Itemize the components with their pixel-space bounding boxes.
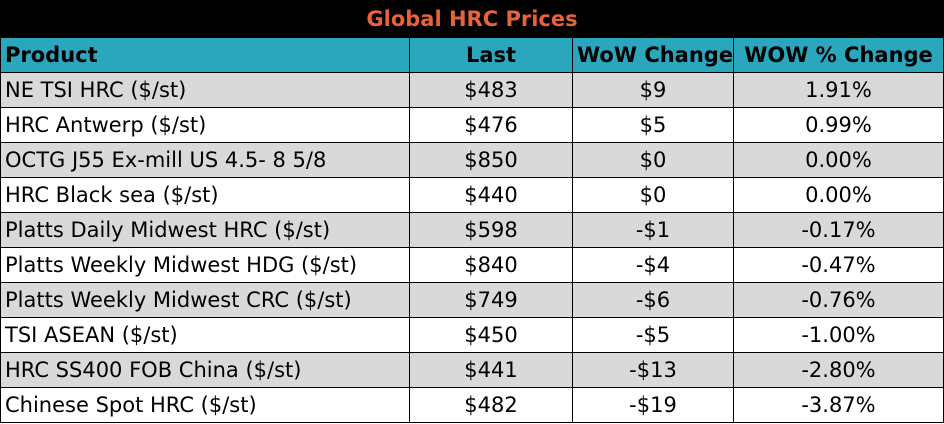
last-cell: $482: [409, 387, 573, 423]
wow-pct-change-cell: -3.87%: [733, 387, 944, 423]
wow-change-cell: -$4: [572, 247, 734, 283]
column-header-wow-pct-change: WOW % Change: [733, 37, 944, 73]
table-row: NE TSI HRC ($/st) $483 $9 1.91%: [0, 72, 944, 108]
table-title: Global HRC Prices: [0, 0, 944, 38]
wow-change-cell: -$19: [572, 387, 734, 423]
table-row: Platts Daily Midwest HRC ($/st) $598 -$1…: [0, 212, 944, 248]
wow-change-cell: -$6: [572, 282, 734, 318]
table-row: HRC Antwerp ($/st) $476 $5 0.99%: [0, 107, 944, 143]
last-cell: $483: [409, 72, 573, 108]
last-cell: $450: [409, 317, 573, 353]
wow-pct-change-cell: -0.47%: [733, 247, 944, 283]
wow-pct-change-cell: 1.91%: [733, 72, 944, 108]
table-row: Platts Weekly Midwest HDG ($/st) $840 -$…: [0, 247, 944, 283]
wow-pct-change-cell: 0.00%: [733, 177, 944, 213]
last-cell: $840: [409, 247, 573, 283]
wow-change-cell: -$13: [572, 352, 734, 388]
product-cell: Chinese Spot HRC ($/st): [0, 387, 410, 423]
wow-pct-change-cell: -1.00%: [733, 317, 944, 353]
product-cell: Platts Weekly Midwest HDG ($/st): [0, 247, 410, 283]
product-cell: HRC Antwerp ($/st): [0, 107, 410, 143]
wow-change-cell: -$1: [572, 212, 734, 248]
wow-pct-change-cell: 0.99%: [733, 107, 944, 143]
product-cell: TSI ASEAN ($/st): [0, 317, 410, 353]
wow-pct-change-cell: -0.17%: [733, 212, 944, 248]
wow-change-cell: $9: [572, 72, 734, 108]
column-header-wow-change: WoW Change: [572, 37, 734, 73]
table-row: Chinese Spot HRC ($/st) $482 -$19 -3.87%: [0, 387, 944, 423]
wow-change-cell: $5: [572, 107, 734, 143]
last-cell: $850: [409, 142, 573, 178]
product-cell: HRC Black sea ($/st): [0, 177, 410, 213]
last-cell: $441: [409, 352, 573, 388]
wow-change-cell: $0: [572, 177, 734, 213]
wow-pct-change-cell: 0.00%: [733, 142, 944, 178]
last-cell: $598: [409, 212, 573, 248]
table-row: Platts Weekly Midwest CRC ($/st) $749 -$…: [0, 282, 944, 318]
last-cell: $476: [409, 107, 573, 143]
last-cell: $749: [409, 282, 573, 318]
column-header-last: Last: [409, 37, 573, 73]
product-cell: Platts Daily Midwest HRC ($/st): [0, 212, 410, 248]
table-row: HRC Black sea ($/st) $440 $0 0.00%: [0, 177, 944, 213]
product-cell: OCTG J55 Ex-mill US 4.5- 8 5/8: [0, 142, 410, 178]
table-row: TSI ASEAN ($/st) $450 -$5 -1.00%: [0, 317, 944, 353]
last-cell: $440: [409, 177, 573, 213]
product-cell: Platts Weekly Midwest CRC ($/st): [0, 282, 410, 318]
column-header-product: Product: [0, 37, 410, 73]
wow-pct-change-cell: -2.80%: [733, 352, 944, 388]
table-row: OCTG J55 Ex-mill US 4.5- 8 5/8 $850 $0 0…: [0, 142, 944, 178]
wow-pct-change-cell: -0.76%: [733, 282, 944, 318]
table-row: HRC SS400 FOB China ($/st) $441 -$13 -2.…: [0, 352, 944, 388]
wow-change-cell: $0: [572, 142, 734, 178]
product-cell: NE TSI HRC ($/st): [0, 72, 410, 108]
header-row: Product Last WoW Change WOW % Change: [0, 37, 944, 73]
wow-change-cell: -$5: [572, 317, 734, 353]
product-cell: HRC SS400 FOB China ($/st): [0, 352, 410, 388]
